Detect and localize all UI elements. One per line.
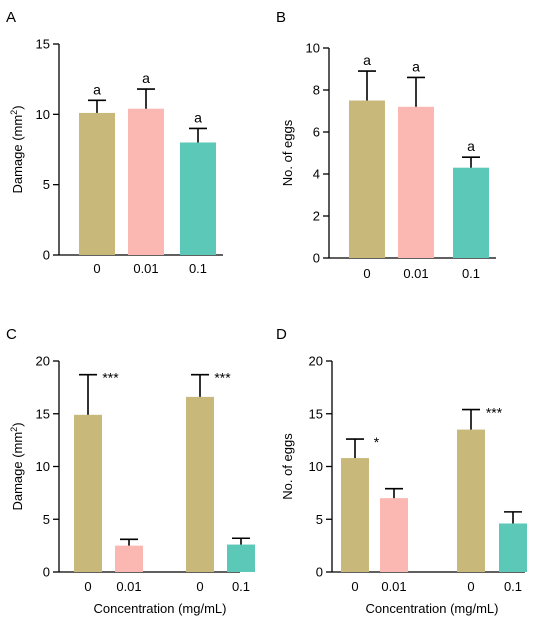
y-axis-label-main: No. of eggs [280, 119, 295, 186]
x-tick-label: 0.1 [462, 266, 480, 281]
y-axis-label-superscript: 2 [9, 427, 19, 432]
y-tick-label: 0 [43, 248, 50, 263]
bar [349, 100, 385, 258]
bar [398, 106, 434, 258]
x-tick-label: 0 [467, 579, 474, 594]
bar [128, 108, 164, 255]
x-tick-label: 0 [363, 266, 370, 281]
significance-letter: a [194, 109, 202, 125]
y-axis-label-main: Damage (mm [10, 115, 25, 194]
panel-a: A 0 5 10 15 Damage (mm2) 0 a 0.01 a 0.1 a [6, 9, 223, 276]
y-tick-label: 15 [36, 37, 50, 52]
x-tick-label: 0.01 [133, 261, 158, 276]
x-axis-label: Concentration (mg/mL) [366, 601, 499, 616]
significance-stars: * [374, 434, 380, 450]
y-tick-label: 5 [43, 512, 50, 527]
x-tick-label: 0 [93, 261, 100, 276]
y-tick-label: 10 [36, 107, 50, 122]
panel-letter: D [276, 326, 287, 343]
y-tick-label: 5 [316, 512, 323, 527]
bar [74, 414, 102, 572]
significance-letter: a [412, 58, 420, 74]
panel-letter: C [6, 326, 17, 343]
y-tick-label: 0 [43, 565, 50, 580]
panel-d: D 0 5 10 15 20 No. of eggs 0 0.01 * 0 0.1 *** Concent… [276, 326, 527, 616]
y-axis-label: Damage (mm2) [9, 105, 25, 193]
x-axis-label: Concentration (mg/mL) [94, 601, 227, 616]
bar [115, 545, 143, 572]
panel-letter: B [276, 9, 286, 26]
y-tick-label: 5 [43, 177, 50, 192]
y-axis-label-tail: ) [10, 422, 25, 426]
x-tick-label: 0 [351, 579, 358, 594]
significance-stars: *** [486, 405, 503, 421]
y-tick-label: 0 [313, 251, 320, 266]
bar [453, 167, 489, 258]
panel-b: B 0 2 4 6 8 10 No. of eggs 0 a 0.01 a 0.1 a [276, 9, 496, 281]
bar [380, 498, 408, 572]
x-tick-label: 0.1 [504, 579, 522, 594]
y-axis-label: Damage (mm2) [9, 422, 25, 510]
significance-letter: a [363, 52, 371, 68]
x-tick-label: 0.1 [189, 261, 207, 276]
y-tick-label: 10 [306, 41, 320, 56]
significance-stars: *** [214, 370, 231, 386]
bar [341, 458, 369, 572]
x-tick-label: 0.01 [116, 579, 141, 594]
x-tick-label: 0.1 [232, 579, 250, 594]
x-tick-label: 0 [84, 579, 91, 594]
x-tick-label: 0.01 [403, 266, 428, 281]
panel-letter: A [6, 9, 16, 26]
significance-letter: a [93, 81, 101, 97]
y-axis-label-tail: ) [10, 105, 25, 109]
y-tick-label: 15 [309, 406, 323, 421]
y-tick-label: 20 [309, 354, 323, 369]
bar [457, 429, 485, 572]
y-axis-label-main: No. of eggs [280, 433, 295, 500]
significance-stars: *** [102, 370, 119, 386]
y-tick-label: 6 [313, 125, 320, 140]
bar [186, 396, 214, 572]
y-axis-label: No. of eggs [280, 433, 295, 500]
bar [79, 112, 115, 255]
panel-c: C 0 5 10 15 20 Damage (mm2) 0 0.01 *** 0 0.1 *** Conc… [6, 326, 255, 616]
bar [180, 142, 216, 255]
y-tick-label: 15 [36, 406, 50, 421]
bar [499, 523, 527, 572]
x-tick-label: 0 [196, 579, 203, 594]
y-tick-label: 10 [309, 459, 323, 474]
y-tick-label: 2 [313, 209, 320, 224]
y-tick-label: 8 [313, 83, 320, 98]
y-axis-label: No. of eggs [280, 119, 295, 186]
y-tick-label: 20 [36, 354, 50, 369]
y-tick-label: 0 [316, 565, 323, 580]
y-tick-label: 4 [313, 167, 320, 182]
significance-letter: a [142, 70, 150, 86]
y-axis-label-superscript: 2 [9, 110, 19, 115]
significance-letter: a [467, 138, 475, 154]
x-tick-label: 0.01 [381, 579, 406, 594]
y-axis-label-main: Damage (mm [10, 432, 25, 511]
bar [227, 544, 255, 572]
y-tick-label: 10 [36, 459, 50, 474]
